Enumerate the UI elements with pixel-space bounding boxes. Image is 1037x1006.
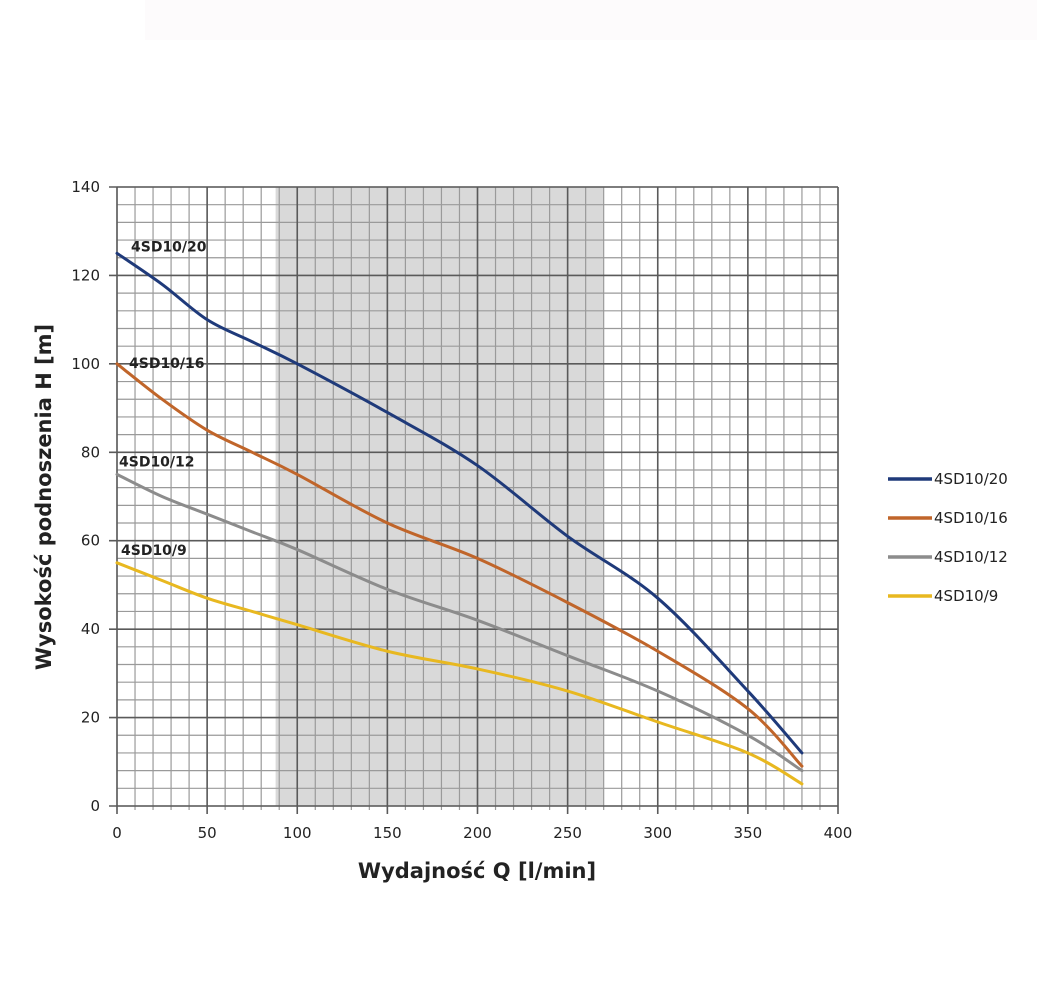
legend-item: 4SD10/12 (888, 548, 1008, 566)
y-tick-labels: 0 20 40 60 80 100 120 140 (71, 178, 100, 815)
curve-label: 4SD10/16 (129, 356, 205, 372)
legend-label: 4SD10/16 (934, 509, 1008, 527)
x-tick-label: 0 (112, 824, 122, 842)
x-tick-label: 50 (198, 824, 217, 842)
legend-label: 4SD10/12 (934, 548, 1008, 566)
curve-label: 4SD10/12 (119, 454, 195, 470)
x-tick-label: 300 (643, 824, 672, 842)
legend-item: 4SD10/16 (888, 509, 1008, 527)
y-tick-label: 20 (81, 709, 100, 727)
curve-4SD10-12 (115, 472, 804, 773)
curve-labels: 4SD10/20 4SD10/16 4SD10/12 4SD10/9 (119, 239, 207, 559)
x-tick-label: 250 (553, 824, 582, 842)
legend-label: 4SD10/20 (934, 470, 1008, 488)
shaded-region (275, 187, 604, 806)
y-tick-label: 100 (71, 355, 100, 373)
x-tick-labels: 0 50 100 150 200 250 300 350 400 (112, 824, 852, 842)
y-tick-label: 60 (81, 532, 100, 550)
y-tick-label: 120 (71, 266, 100, 284)
curve-label: 4SD10/20 (131, 239, 207, 255)
y-tick-label: 0 (90, 797, 100, 815)
grid-major (109, 186, 839, 814)
top-strip (145, 0, 1037, 40)
y-tick-label: 80 (81, 443, 100, 461)
y-tick-label: 40 (81, 620, 100, 638)
operating-range-shade (275, 187, 604, 806)
x-tick-label: 100 (283, 824, 312, 842)
legend: 4SD10/20 4SD10/16 4SD10/12 4SD10/9 (888, 470, 1008, 605)
x-axis-title: Wydajność Q [l/min] (358, 859, 596, 883)
x-tick-label: 350 (734, 824, 763, 842)
legend-item: 4SD10/9 (888, 587, 998, 605)
legend-label: 4SD10/9 (934, 587, 998, 605)
x-tick-label: 150 (373, 824, 402, 842)
y-tick-label: 140 (71, 178, 100, 196)
x-tick-label: 400 (824, 824, 853, 842)
curve-4SD10-9 (115, 561, 804, 786)
legend-item: 4SD10/20 (888, 470, 1008, 488)
curve-label: 4SD10/9 (121, 543, 187, 559)
x-tick-label: 200 (463, 824, 492, 842)
y-axis-title: Wysokość podnoszenia H [m] (32, 324, 56, 670)
curves (115, 251, 804, 786)
